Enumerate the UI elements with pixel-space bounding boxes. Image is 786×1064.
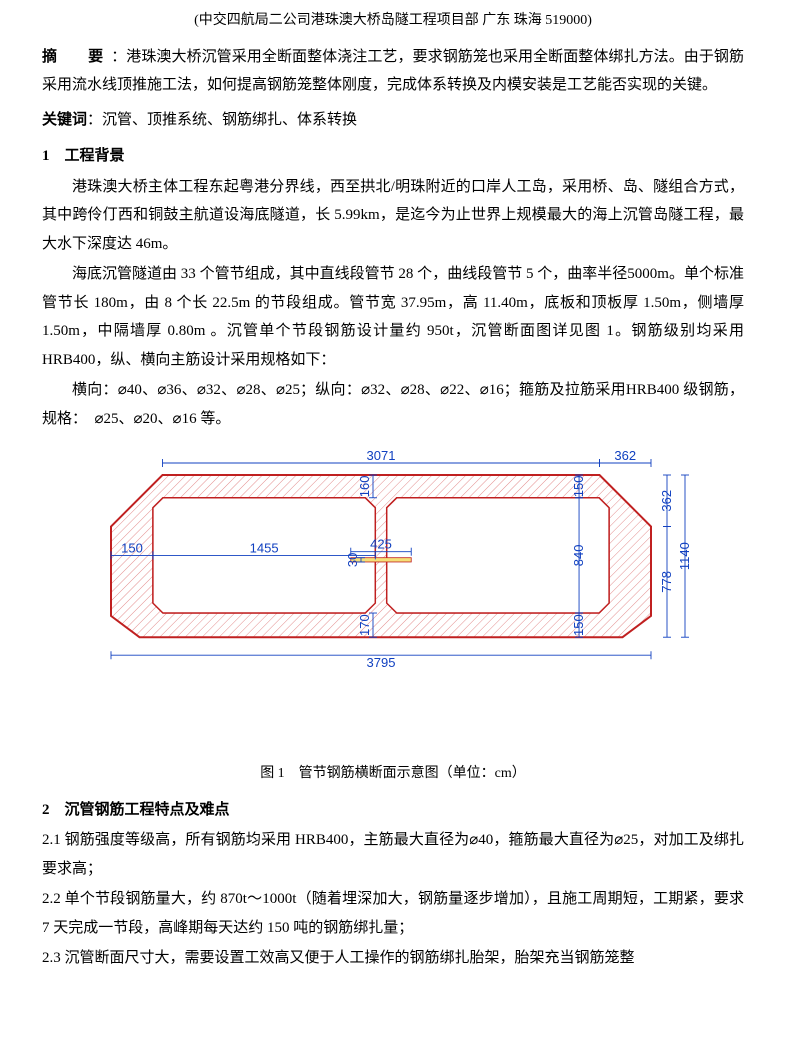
keywords-block: 关键词：沉管、顶推系统、钢筋绑扎、体系转换 xyxy=(42,106,744,135)
svg-text:3795: 3795 xyxy=(367,655,396,670)
svg-text:362: 362 xyxy=(659,490,674,512)
keywords-text: ：沉管、顶推系统、钢筋绑扎、体系转换 xyxy=(87,112,357,128)
svg-text:160: 160 xyxy=(357,476,372,498)
figure-1: 3071 362 3795 150 1455 425 30 160 150 840 170 150 11… xyxy=(42,445,744,788)
svg-text:362: 362 xyxy=(614,448,636,463)
svg-text:425: 425 xyxy=(370,537,392,552)
keywords-label: 关键词 xyxy=(42,112,87,128)
subsection-2-3: 2.3 沉管断面尺寸大，需要设置工效高又便于人工操作的钢筋绑扎胎架，胎架充当钢筋… xyxy=(42,944,744,973)
svg-text:840: 840 xyxy=(571,545,586,567)
section-1-para-2: 海底沉管隧道由 33 个管节组成，其中直线段管节 28 个，曲线段管节 5 个，… xyxy=(42,260,744,374)
svg-text:150: 150 xyxy=(571,476,586,498)
section-1-para-3: 横向：⌀40、⌀36、⌀32、⌀28、⌀25；纵向：⌀32、⌀28、⌀22、⌀1… xyxy=(42,376,744,433)
subsection-2-2: 2.2 单个节段钢筋量大，约 870t～1000t（随着埋深加大，钢筋量逐步增加… xyxy=(42,885,744,942)
abstract-text: ：港珠澳大桥沉管采用全断面整体浇注工艺，要求钢筋笼也采用全断面整体绑扎方法。由于… xyxy=(42,49,744,94)
svg-text:778: 778 xyxy=(659,571,674,593)
svg-text:3071: 3071 xyxy=(367,448,396,463)
svg-text:150: 150 xyxy=(121,540,143,555)
section-1-para-1: 港珠澳大桥主体工程东起粤港分界线，西至拱北/明珠附近的口岸人工岛，采用桥、岛、隧… xyxy=(42,173,744,259)
svg-text:30: 30 xyxy=(345,553,360,567)
section-1-title: 1 工程背景 xyxy=(42,142,744,171)
cross-section-diagram: 3071 362 3795 150 1455 425 30 160 150 840 170 150 11… xyxy=(63,445,723,755)
svg-text:1140: 1140 xyxy=(677,542,692,570)
svg-text:170: 170 xyxy=(357,614,372,636)
subsection-2-1: 2.1 钢筋强度等级高，所有钢筋均采用 HRB400，主筋最大直径为⌀40，箍筋… xyxy=(42,826,744,883)
abstract-label: 摘 要 xyxy=(42,49,111,65)
svg-text:150: 150 xyxy=(571,614,586,636)
section-2-title: 2 沉管钢筋工程特点及难点 xyxy=(42,796,744,825)
affiliation: (中交四航局二公司港珠澳大桥岛隧工程项目部 广东 珠海 519000) xyxy=(42,8,744,35)
figure-1-caption: 图 1 管节钢筋横断面示意图（单位：cm） xyxy=(42,761,744,788)
svg-text:1455: 1455 xyxy=(250,540,279,555)
abstract-block: 摘 要：港珠澳大桥沉管采用全断面整体浇注工艺，要求钢筋笼也采用全断面整体绑扎方法… xyxy=(42,43,744,100)
